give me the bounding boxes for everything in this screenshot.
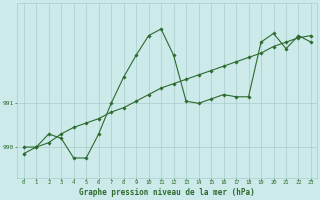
X-axis label: Graphe pression niveau de la mer (hPa): Graphe pression niveau de la mer (hPa) [79,188,255,197]
